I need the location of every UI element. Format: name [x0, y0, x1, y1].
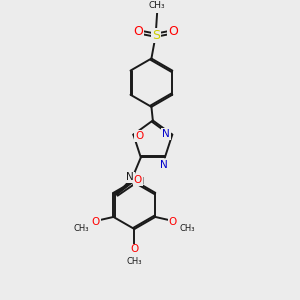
- Text: CH₃: CH₃: [180, 224, 195, 233]
- Text: O: O: [169, 217, 177, 227]
- Text: H: H: [137, 177, 144, 186]
- Text: CH₃: CH₃: [73, 224, 89, 233]
- Text: S: S: [152, 29, 160, 42]
- Text: N: N: [126, 172, 134, 182]
- Text: O: O: [135, 131, 143, 141]
- Text: N: N: [160, 160, 168, 170]
- Text: O: O: [133, 25, 143, 38]
- Text: CH₃: CH₃: [127, 257, 142, 266]
- Text: N: N: [162, 129, 170, 139]
- Text: O: O: [134, 175, 142, 185]
- Text: O: O: [130, 244, 139, 254]
- Text: O: O: [168, 25, 178, 38]
- Text: CH₃: CH₃: [149, 2, 165, 10]
- Text: O: O: [92, 217, 100, 227]
